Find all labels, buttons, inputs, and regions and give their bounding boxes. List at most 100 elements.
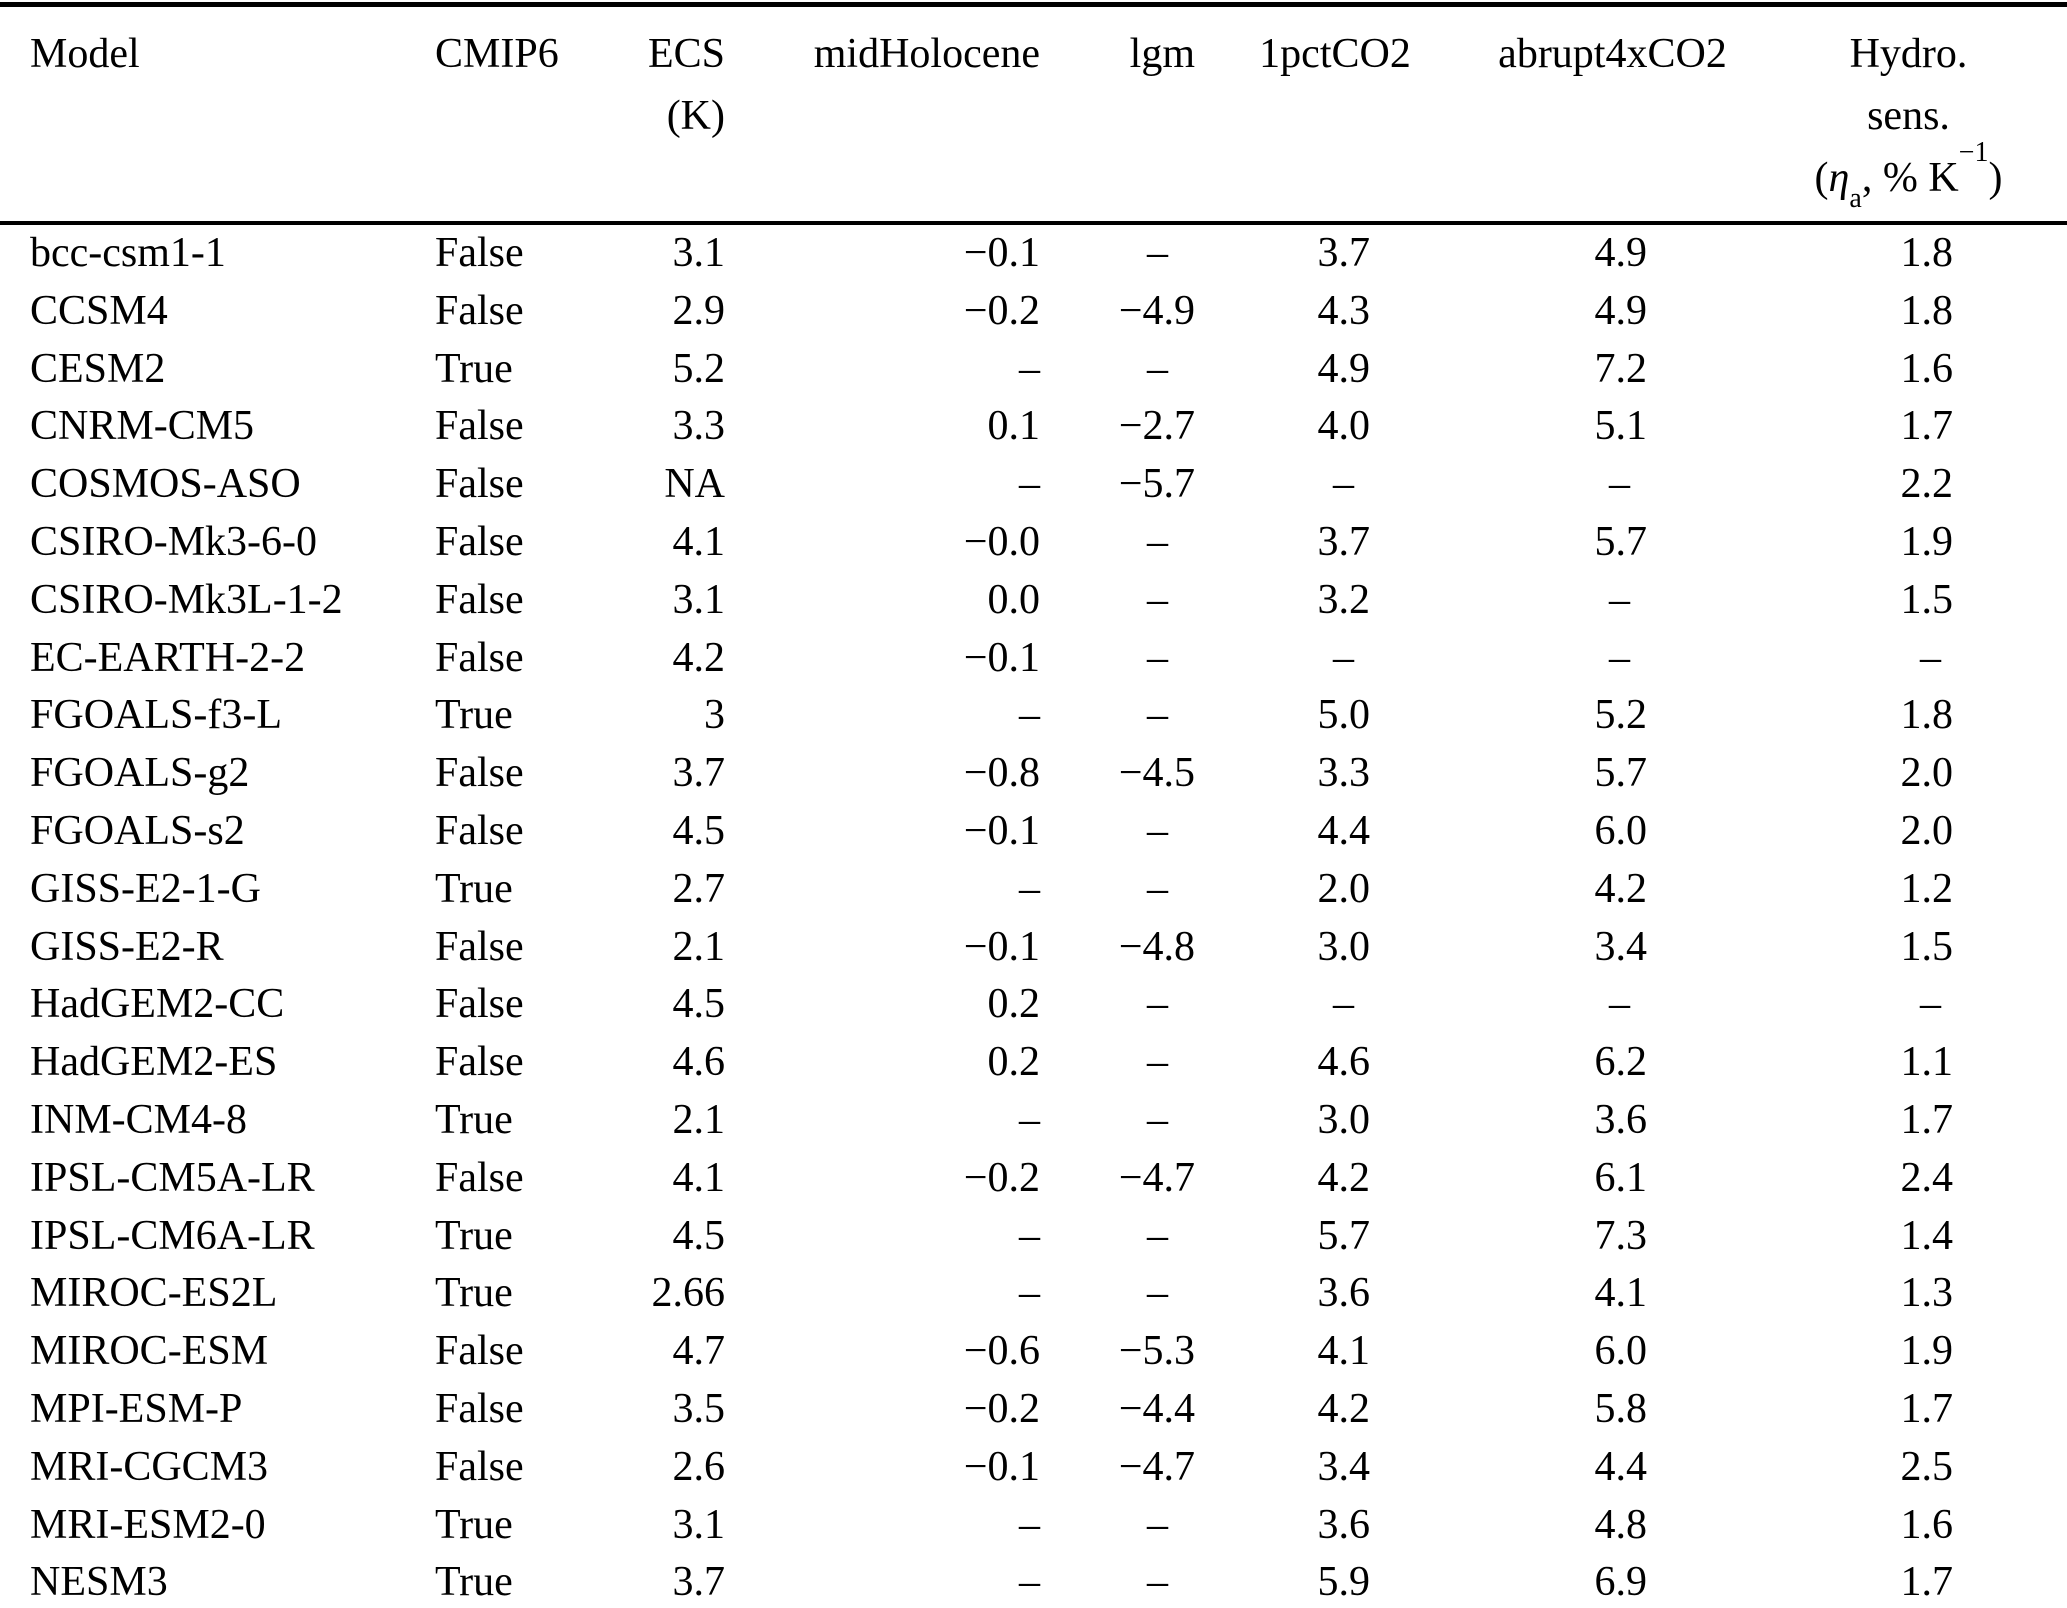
value: 4.5 [672, 1212, 726, 1259]
cell-model: IPSL-CM5A-LR [0, 1150, 435, 1208]
cell-abrupt4xco2: 4.9 [1475, 223, 1750, 283]
value: 1.5 [1900, 923, 1954, 970]
cell-midholocene: – [725, 1497, 1040, 1555]
value: 3.7 [1317, 230, 1371, 276]
cell-lgm: – [1040, 223, 1195, 283]
cell-model: CCSM4 [0, 283, 435, 341]
value: 0.2 [987, 981, 1041, 1028]
cell-cmip6: False [435, 803, 630, 861]
column-header-cmip6: CMIP6 [435, 7, 630, 225]
value: 0.2 [987, 1039, 1041, 1086]
header-label-line2: sens. [1867, 93, 1950, 139]
cell-hydro_sens: 1.9 [1750, 514, 2067, 572]
cell-midholocene: −0.1 [725, 1439, 1040, 1497]
cell-abrupt4xco2: 5.8 [1475, 1381, 1750, 1439]
cell-lgm: – [1040, 1497, 1195, 1555]
value: −0.1 [963, 923, 1040, 970]
cell-1pctco2: – [1195, 630, 1475, 688]
missing-value: – [1019, 865, 1040, 912]
cell-model: CNRM-CM5 [0, 398, 435, 456]
header-row: Model CMIP6 ECS (K) midHolocene lgm 1pct… [0, 7, 2067, 225]
cell-midholocene: −0.0 [725, 514, 1040, 572]
value: False [435, 1328, 524, 1375]
value: MPI-ESM-P [30, 1385, 243, 1432]
cell-1pctco2: – [1195, 976, 1475, 1034]
cell-cmip6: False [435, 572, 630, 630]
cell-abrupt4xco2: 4.4 [1475, 1439, 1750, 1497]
cell-midholocene: – [725, 1092, 1040, 1150]
header-label: 1pctCO2 [1259, 31, 1411, 77]
value: −0.6 [963, 1328, 1040, 1375]
missing-value: – [1920, 634, 1941, 681]
missing-value: – [1147, 230, 1168, 276]
value: 3.7 [672, 750, 726, 797]
cell-1pctco2: 4.6 [1195, 1034, 1475, 1092]
value: EC-EARTH-2-2 [30, 634, 306, 681]
unit-close-paren: ) [1988, 155, 2003, 201]
value: 3.2 [1317, 576, 1371, 623]
value: 5.0 [1317, 692, 1371, 739]
cell-ecs: 2.1 [630, 919, 726, 977]
value: True [435, 865, 513, 912]
cell-1pctco2: 3.4 [1195, 1439, 1475, 1497]
value: 1.7 [1900, 1096, 1954, 1143]
value: False [435, 634, 524, 681]
value: FGOALS-f3-L [30, 692, 282, 739]
cell-midholocene: 0.2 [725, 976, 1041, 1034]
cell-lgm: – [1040, 341, 1195, 399]
cell-model: MRI-CGCM3 [0, 1439, 435, 1497]
value: 2.66 [651, 1270, 726, 1317]
cell-lgm: – [1040, 1034, 1195, 1092]
missing-value: – [1147, 981, 1168, 1028]
value: −0.1 [963, 1443, 1040, 1490]
cell-1pctco2: 4.0 [1195, 398, 1475, 456]
header-label: lgm [1129, 31, 1195, 77]
value: 4.2 [1317, 1154, 1371, 1201]
value: 3.7 [672, 1559, 726, 1606]
cell-abrupt4xco2: 4.9 [1475, 283, 1750, 341]
eta-subscript: a [1849, 183, 1862, 215]
cell-abrupt4xco2: 6.1 [1475, 1150, 1750, 1208]
value: 4.2 [1317, 1385, 1371, 1432]
value: False [435, 230, 524, 276]
value: 1.8 [1900, 230, 1954, 276]
cell-lgm: −4.7 [1040, 1439, 1195, 1497]
value: 4.8 [1594, 1501, 1648, 1548]
value: False [435, 403, 524, 450]
cell-ecs: 2.7 [630, 861, 726, 919]
value: 5.7 [1594, 750, 1648, 797]
cell-1pctco2: 3.0 [1195, 919, 1475, 977]
cell-hydro_sens: 2.0 [1750, 745, 2067, 803]
value: False [435, 923, 524, 970]
value: 3.0 [1317, 1096, 1371, 1143]
column-header-1pctco2: 1pctCO2 [1195, 7, 1475, 225]
cell-cmip6: False [435, 1439, 630, 1497]
table-row: CCSM4 False 2.9 −0.2 −4.9 4.3 4.9 1.8 [0, 283, 2067, 341]
cell-ecs: 2.9 [630, 283, 726, 341]
table-row: FGOALS-f3-L True 3 – – 5.0 5.2 1.8 [0, 687, 2067, 745]
missing-value: – [1019, 1501, 1040, 1548]
value: 3.5 [672, 1385, 726, 1432]
value: −4.8 [1118, 923, 1195, 970]
value: 4.0 [1317, 403, 1371, 450]
missing-value: – [1147, 1039, 1168, 1086]
value: 1.7 [1900, 403, 1954, 450]
cell-model: FGOALS-s2 [0, 803, 435, 861]
value: 4.2 [672, 634, 726, 681]
column-header-lgm: lgm [1040, 7, 1195, 225]
cell-model: CSIRO-Mk3-6-0 [0, 514, 435, 572]
cell-midholocene: 0.0 [725, 572, 1041, 630]
value: False [435, 1154, 524, 1201]
cell-midholocene: −0.1 [725, 803, 1040, 861]
value: CCSM4 [30, 287, 168, 334]
value: True [435, 1270, 513, 1317]
cell-midholocene: 0.2 [725, 1034, 1041, 1092]
cell-ecs: 3.7 [630, 745, 726, 803]
value: False [435, 1039, 524, 1086]
value: −5.7 [1118, 461, 1195, 508]
value: 0.0 [987, 576, 1041, 623]
cell-hydro_sens: – [1750, 630, 2067, 688]
value: False [435, 807, 524, 854]
missing-value: – [1333, 461, 1354, 508]
value: IPSL-CM5A-LR [30, 1154, 315, 1201]
